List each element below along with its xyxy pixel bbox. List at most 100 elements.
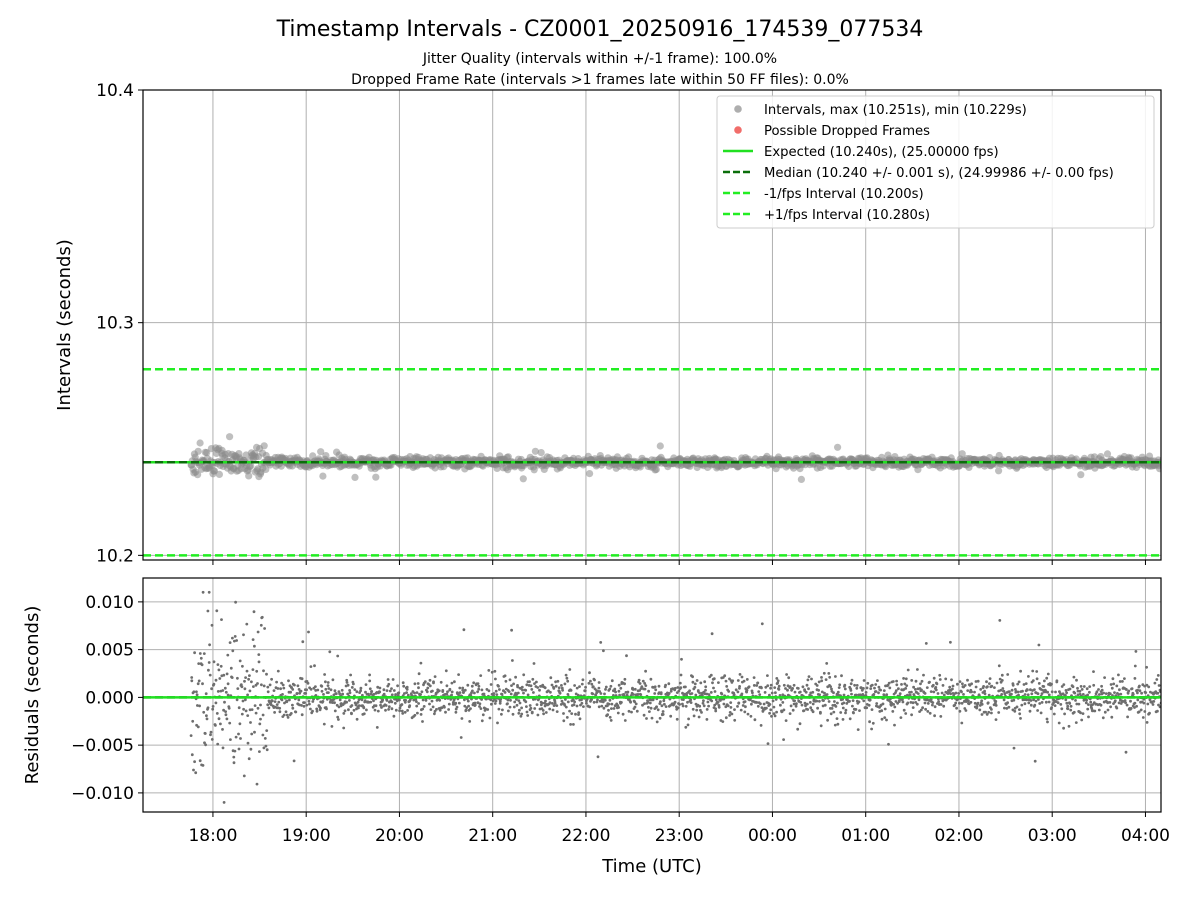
- data-point: [391, 678, 395, 681]
- data-point: [237, 706, 241, 710]
- data-point: [855, 684, 859, 687]
- x-tick-label: 21:00: [468, 826, 517, 846]
- data-point: [647, 689, 650, 693]
- data-point: [681, 691, 684, 695]
- data-point: [519, 475, 527, 483]
- data-point: [998, 619, 1002, 622]
- data-point: [461, 688, 465, 692]
- data-point: [217, 668, 221, 672]
- data-point: [849, 689, 853, 692]
- data-point: [729, 701, 733, 704]
- data-point: [1106, 708, 1110, 712]
- data-point: [548, 701, 552, 704]
- data-point: [1011, 683, 1015, 687]
- data-point: [901, 700, 905, 704]
- data-point: [253, 730, 256, 734]
- data-point: [555, 710, 559, 713]
- data-point: [796, 687, 800, 690]
- data-point: [752, 684, 756, 687]
- data-point: [769, 686, 772, 690]
- data-point: [346, 692, 350, 696]
- data-point: [905, 684, 909, 687]
- data-point: [319, 472, 327, 480]
- data-point: [1047, 693, 1051, 697]
- data-point: [842, 693, 846, 697]
- data-point: [1027, 701, 1031, 705]
- data-point: [679, 673, 683, 677]
- data-point: [602, 649, 605, 653]
- data-point: [279, 687, 282, 691]
- data-point: [1013, 709, 1017, 713]
- data-point: [572, 723, 575, 726]
- data-point: [322, 693, 325, 696]
- data-point: [327, 687, 331, 690]
- data-point: [772, 705, 776, 709]
- data-point: [586, 470, 594, 478]
- data-point: [348, 689, 351, 692]
- data-point: [738, 673, 742, 676]
- data-point: [258, 722, 262, 726]
- data-point: [542, 712, 545, 716]
- data-point: [736, 690, 740, 694]
- legend-label: Median (10.240 +/- 0.001 s), (24.99986 +…: [764, 166, 1114, 181]
- data-point: [1110, 686, 1114, 690]
- data-point: [262, 465, 270, 473]
- data-point: [576, 693, 580, 697]
- data-point: [467, 704, 470, 708]
- data-point: [224, 710, 228, 713]
- data-point: [526, 693, 530, 697]
- data-point: [245, 472, 253, 480]
- data-point: [522, 673, 526, 677]
- data-point: [223, 700, 226, 704]
- data-point: [470, 684, 474, 688]
- data-point: [742, 679, 746, 683]
- data-point: [564, 673, 568, 677]
- data-point: [336, 715, 340, 719]
- data-point: [842, 701, 846, 705]
- data-point: [566, 693, 570, 696]
- data-point: [805, 683, 809, 687]
- data-point: [820, 690, 824, 694]
- data-point: [387, 705, 391, 709]
- data-point: [741, 704, 745, 707]
- data-point: [587, 681, 591, 685]
- data-point: [543, 686, 547, 690]
- data-point: [416, 682, 420, 685]
- data-point: [311, 709, 314, 713]
- data-point: [384, 704, 388, 707]
- y-tick-label: −0.005: [71, 736, 134, 756]
- data-point: [916, 692, 920, 695]
- data-point: [733, 718, 737, 722]
- data-point: [821, 704, 825, 708]
- data-point: [252, 685, 255, 688]
- data-point: [321, 700, 325, 703]
- data-point: [490, 702, 493, 706]
- data-point: [1148, 711, 1151, 715]
- data-point: [254, 711, 258, 715]
- data-point: [226, 693, 230, 697]
- data-point: [528, 704, 532, 707]
- data-point: [408, 704, 412, 708]
- data-point: [986, 701, 990, 705]
- data-point: [778, 694, 782, 697]
- data-point: [222, 801, 226, 804]
- data-point: [1081, 693, 1085, 696]
- data-point: [856, 728, 860, 731]
- data-point: [1110, 715, 1114, 719]
- data-point: [709, 673, 713, 677]
- data-point: [566, 700, 570, 704]
- data-point: [784, 719, 788, 722]
- data-point: [291, 703, 294, 707]
- data-point: [493, 669, 497, 673]
- data-point: [489, 698, 493, 702]
- data-point: [269, 703, 273, 707]
- data-point: [1008, 690, 1011, 694]
- data-point: [209, 730, 213, 734]
- data-point: [1085, 687, 1089, 691]
- data-point: [721, 720, 725, 723]
- data-point: [345, 678, 349, 682]
- data-point: [689, 701, 693, 704]
- data-point: [1155, 678, 1159, 681]
- data-point: [838, 683, 842, 687]
- data-point: [398, 706, 402, 710]
